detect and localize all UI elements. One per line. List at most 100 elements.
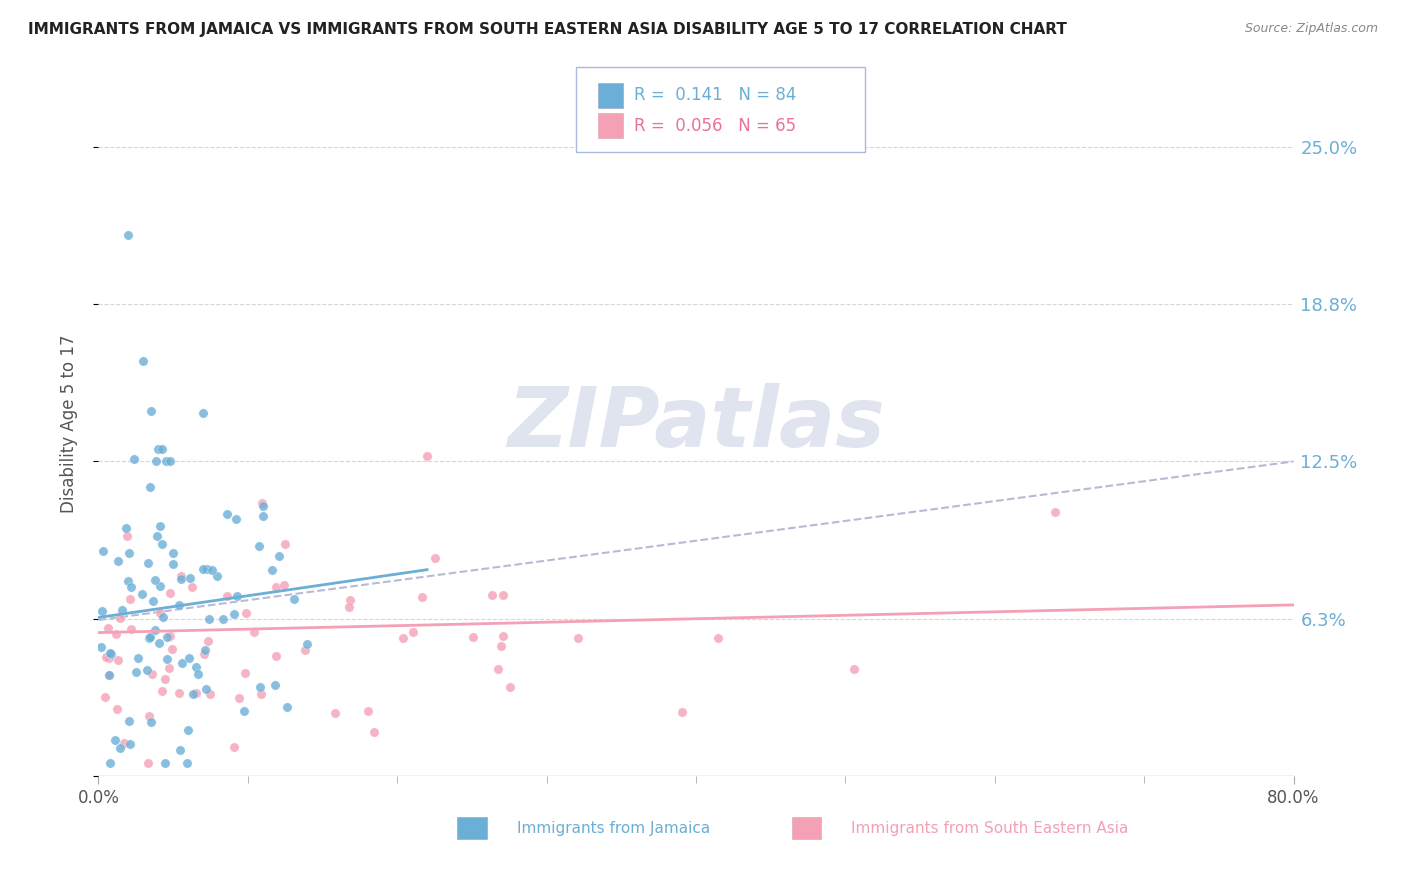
Point [339,599,361,614]
Point [187,666,209,681]
Point [260,563,283,577]
Point [146,529,169,543]
Point [233,666,256,681]
Point [153,756,176,771]
Point [252,499,274,513]
Point [198,612,221,626]
Point [212,612,235,626]
Point [249,680,271,694]
Point [96,649,118,664]
Point [98,668,121,682]
Text: ZIPatlas: ZIPatlas [508,384,884,464]
Point [252,509,274,524]
Point [1043,505,1066,519]
Point [155,454,177,468]
Point [141,667,163,681]
Point [115,529,138,543]
Point [131,587,153,601]
Point [90,640,112,654]
Point [416,450,439,464]
Point [107,653,129,667]
Point [273,578,295,592]
Point [110,611,132,625]
Text: R =  0.056   N = 65: R = 0.056 N = 65 [634,117,796,135]
Point [263,678,285,692]
Point [98,650,121,665]
Point [363,724,385,739]
Point [264,648,287,663]
Point [139,714,162,729]
Point [225,512,247,526]
Point [233,704,256,718]
Point [138,709,160,723]
Point [132,353,155,368]
Point [98,756,121,771]
Point [104,732,127,747]
Point [108,740,131,755]
Point [180,580,202,594]
Point [179,571,201,585]
Point [172,656,194,670]
Point [94,690,117,704]
Point [97,621,120,635]
Point [152,610,174,624]
Point [159,661,181,675]
Point [181,687,204,701]
Point [193,647,215,661]
Point [492,630,515,644]
Point [118,737,141,751]
Point [162,547,184,561]
Point [156,652,179,666]
Point [215,508,238,522]
Point [489,639,512,653]
Point [159,454,181,468]
Point [107,554,129,568]
Point [117,227,139,242]
Point [91,544,114,558]
Point [463,630,485,644]
Point [90,604,112,618]
Point [250,496,273,510]
Point [167,686,190,700]
Point [198,687,221,701]
Point [136,756,159,771]
Point [323,706,346,720]
Point [105,702,128,716]
Point [228,690,250,705]
Point [671,705,693,719]
Point [423,551,446,566]
Point [122,451,145,466]
Point [842,662,865,676]
Point [117,546,139,560]
Point [160,642,183,657]
Text: Immigrants from Jamaica: Immigrants from Jamaica [517,822,710,837]
Point [297,637,319,651]
Point [162,557,184,571]
Point [250,687,273,701]
Point [486,662,509,676]
Point [121,581,143,595]
Text: Source: ZipAtlas.com: Source: ZipAtlas.com [1244,22,1378,36]
Point [139,630,162,644]
Point [273,537,295,551]
Point [176,756,198,771]
Point [169,573,191,587]
Point [193,406,215,420]
Point [149,606,172,620]
Point [150,536,173,550]
Point [276,700,298,714]
Point [492,588,515,602]
Point [125,665,148,679]
Point [120,623,142,637]
Point [112,736,135,750]
Point [118,592,141,607]
Point [222,607,245,621]
Point [118,714,141,728]
Point [150,442,173,456]
Point [143,573,166,587]
Point [247,539,270,553]
Point [357,704,380,718]
Point [402,624,425,639]
Point [235,606,257,620]
Point [139,480,162,494]
